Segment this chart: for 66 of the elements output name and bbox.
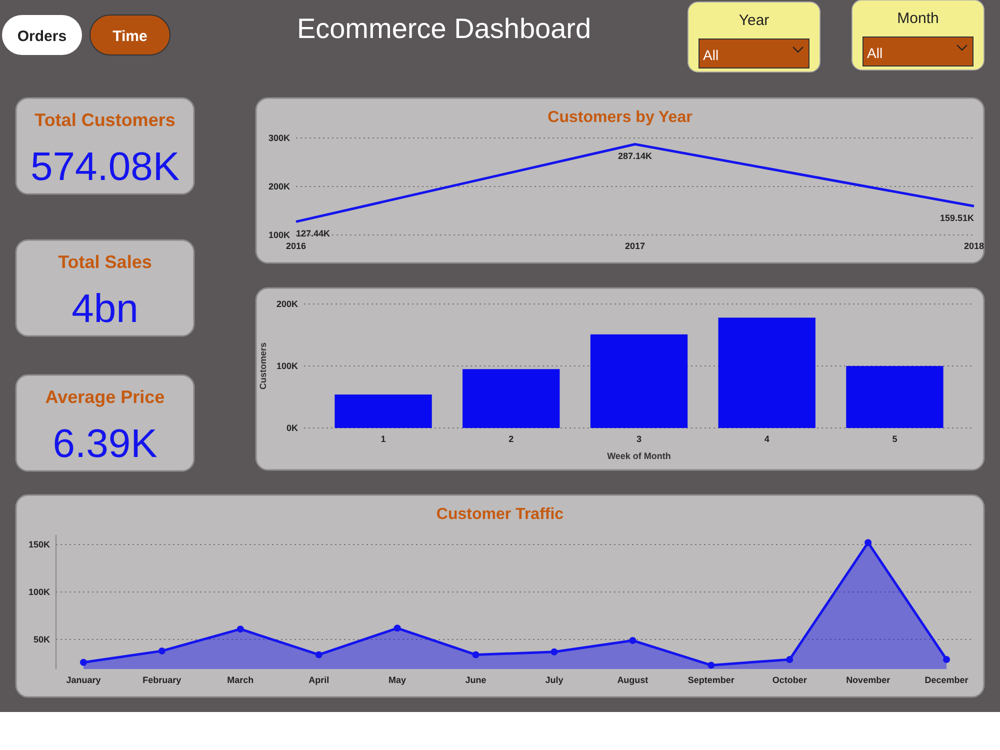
chart-title: Customers by Year	[548, 109, 692, 126]
text: Total Customers	[34, 110, 176, 130]
x-tick-label: 3	[636, 434, 642, 444]
point	[786, 656, 794, 663]
point	[864, 539, 872, 546]
y-tick-label: 200K	[268, 182, 290, 192]
x-axis-title: Week of Month	[607, 451, 671, 461]
y-tick-label: 150K	[28, 540, 50, 550]
y-tick-label: 50K	[33, 634, 50, 645]
x-tick-label: June	[465, 675, 486, 685]
x-tick-label: April	[308, 675, 330, 685]
x-tick-label: March	[227, 675, 254, 685]
x-tick-label: September	[688, 675, 735, 685]
y-axis-title: Customers	[258, 342, 268, 390]
text: Total Sales	[58, 252, 152, 272]
point	[550, 648, 558, 656]
x-tick-label: 2	[508, 434, 514, 444]
bar	[334, 394, 432, 428]
y-tick-label: 100K	[268, 230, 290, 240]
bar	[718, 318, 816, 428]
chart-title: Customer Traffic	[436, 506, 564, 523]
data-label: 127.44K	[296, 228, 331, 239]
text: Time	[112, 28, 148, 45]
bar	[846, 366, 944, 428]
x-tick-label: January	[66, 675, 101, 685]
text: 574.08K	[30, 145, 180, 189]
bar	[590, 334, 688, 428]
text: 6.39K	[52, 422, 158, 466]
y-tick-label: 100K	[28, 587, 50, 598]
text: All	[867, 45, 883, 61]
x-tick-label: February	[142, 675, 182, 685]
data-label: 287.14K	[618, 151, 653, 162]
point	[943, 656, 950, 663]
point	[80, 658, 87, 666]
point	[315, 651, 322, 658]
y-tick-label: 0K	[286, 423, 298, 434]
x-tick-label: 5	[892, 434, 898, 444]
x-tick-label: 1	[380, 434, 386, 444]
y-tick-label: 100K	[276, 361, 298, 372]
bar	[462, 369, 560, 428]
x-tick-label: November	[846, 675, 891, 685]
text: Orders	[17, 28, 67, 45]
y-tick-label: 300K	[268, 133, 290, 144]
text: Average Price	[45, 387, 165, 407]
text: Year	[738, 12, 770, 29]
y-tick-label: 200K	[276, 299, 298, 310]
text: Ecommerce Dashboard	[296, 13, 592, 44]
text: All	[703, 47, 719, 63]
point	[394, 624, 401, 632]
point	[472, 651, 480, 658]
x-tick-label: August	[617, 675, 648, 685]
point	[708, 662, 715, 669]
data-label: 159.51K	[940, 213, 974, 224]
text: Month	[897, 10, 939, 27]
x-tick-label: 4	[764, 434, 770, 444]
x-tick-label: October	[772, 675, 808, 685]
point	[158, 647, 166, 654]
text: 4bn	[72, 287, 138, 331]
x-tick-label: 2018	[964, 241, 984, 251]
x-tick-label: July	[545, 675, 564, 685]
x-tick-label: May	[388, 675, 406, 685]
x-tick-label: 2017	[624, 241, 646, 251]
point	[629, 636, 636, 644]
x-tick-label: December	[924, 675, 969, 685]
x-tick-label: 2016	[286, 241, 306, 251]
point	[236, 626, 244, 633]
